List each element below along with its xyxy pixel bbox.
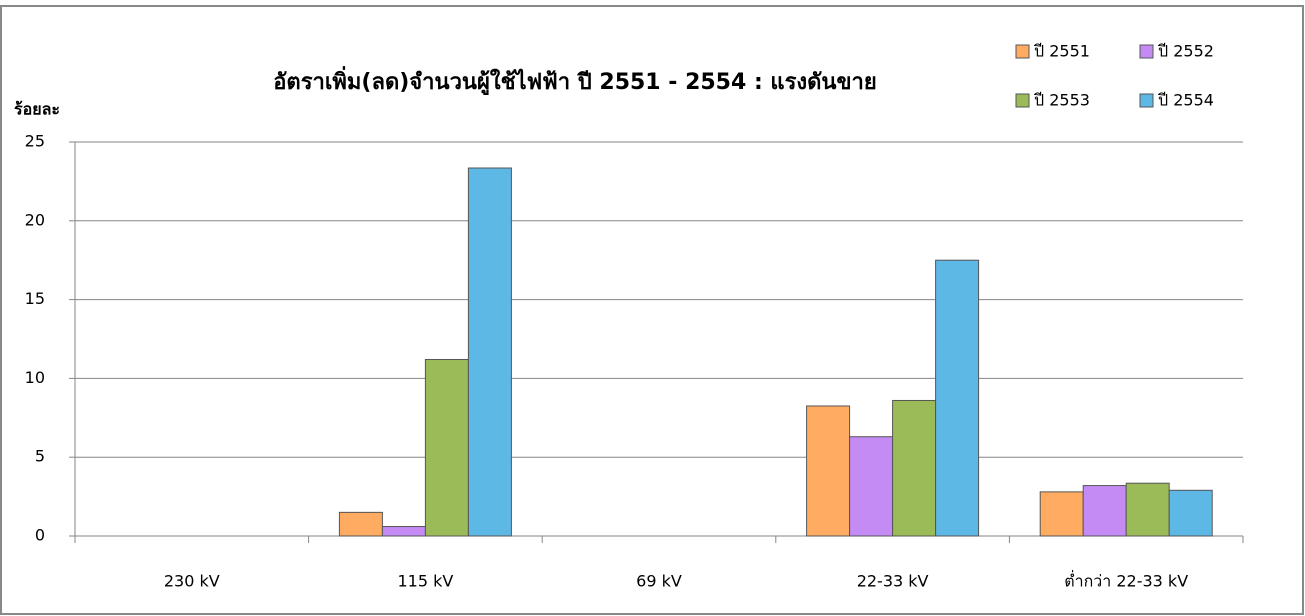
legend-label: ปี 2553 bbox=[1034, 91, 1090, 110]
legend-swatch bbox=[1139, 93, 1154, 108]
bar bbox=[381, 526, 426, 537]
legend-swatch bbox=[1015, 44, 1030, 59]
x-tick-label: ต่ำกว่า 22-33 kV bbox=[1064, 570, 1188, 591]
bar bbox=[1082, 485, 1127, 537]
y-tick-label: 5 bbox=[35, 447, 45, 466]
legend-label: ปี 2552 bbox=[1158, 42, 1214, 61]
x-tick-label: 69 kV bbox=[636, 572, 682, 591]
y-tick-label: 20 bbox=[25, 210, 45, 229]
y-tick-label: 0 bbox=[35, 526, 45, 545]
y-axis-label: ร้อยละ bbox=[14, 100, 60, 119]
bar bbox=[1125, 482, 1170, 537]
bar bbox=[849, 436, 894, 537]
bar bbox=[1168, 489, 1213, 537]
bar bbox=[892, 399, 937, 537]
y-tick-label: 25 bbox=[25, 132, 45, 151]
legend-swatch bbox=[1015, 93, 1030, 108]
y-tick-label: 15 bbox=[25, 289, 45, 308]
bar bbox=[806, 405, 851, 537]
y-tick-label: 10 bbox=[25, 368, 45, 387]
x-tick-label: 115 kV bbox=[397, 572, 453, 591]
chart-title: อัตราเพิ่ม(ลด)จำนวนผู้ใช้ไฟฟ้า ปี 2551 -… bbox=[273, 65, 877, 96]
x-tick-label: 22-33 kV bbox=[857, 572, 929, 591]
legend-swatch bbox=[1139, 44, 1154, 59]
bar bbox=[424, 358, 469, 537]
legend-label: ปี 2554 bbox=[1158, 91, 1214, 110]
bar bbox=[1039, 491, 1084, 537]
bar bbox=[935, 259, 980, 537]
bar bbox=[338, 511, 383, 537]
legend-label: ปี 2551 bbox=[1034, 42, 1090, 61]
bar bbox=[467, 167, 512, 537]
x-tick-label: 230 kV bbox=[164, 572, 220, 591]
